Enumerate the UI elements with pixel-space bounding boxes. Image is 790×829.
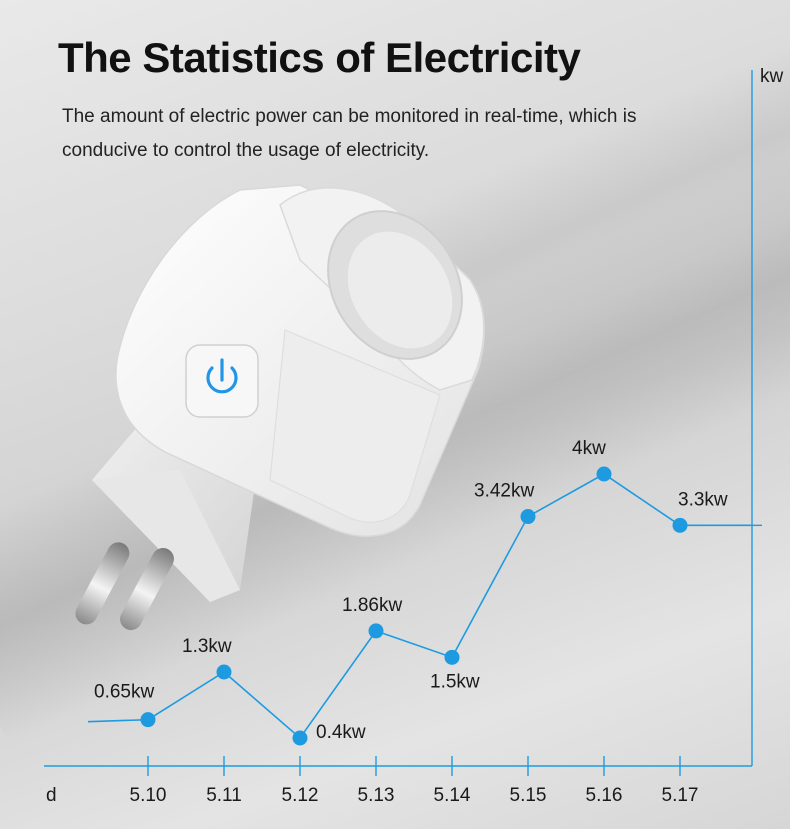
socket-inner [347, 231, 453, 349]
x-tick-label: 5.16 [586, 785, 623, 806]
page-title: The Statistics of Electricity [58, 34, 581, 81]
data-label: 4kw [572, 438, 606, 459]
data-point [292, 730, 308, 746]
data-point [672, 517, 688, 533]
x-axis-label: d [46, 785, 57, 806]
x-tick-label: 5.10 [130, 785, 167, 806]
plug-pin [120, 547, 174, 631]
data-label: 3.3kw [678, 489, 728, 510]
data-point [444, 649, 460, 665]
data-point [140, 712, 156, 728]
series-line [87, 473, 752, 740]
data-point [368, 623, 384, 639]
data-point [520, 509, 536, 525]
page-subtitle: The amount of electric power can be moni… [62, 106, 637, 161]
chart-axes: d kw [44, 66, 784, 806]
data-label: 1.3kw [182, 636, 232, 657]
data-point [216, 664, 232, 680]
y-axis-label: kw [760, 66, 784, 87]
x-tick-label: 5.15 [510, 785, 547, 806]
plug-side-panel [269, 329, 441, 523]
plug-pin [75, 542, 130, 625]
x-tick-label: 5.14 [434, 785, 471, 806]
plug-base-face [92, 470, 240, 602]
x-tick-label: 5.17 [662, 785, 699, 806]
x-tick-label: 5.12 [282, 785, 319, 806]
data-label: 0.65kw [94, 682, 154, 703]
data-point [596, 466, 612, 482]
x-tick-label: 5.11 [206, 785, 242, 806]
data-label: 3.42kw [474, 481, 534, 502]
data-label: 1.5kw [430, 671, 480, 692]
data-label: 0.4kw [316, 722, 366, 743]
power-icon [206, 358, 238, 394]
data-label: 1.86kw [342, 595, 402, 616]
x-tick-label: 5.13 [358, 785, 395, 806]
